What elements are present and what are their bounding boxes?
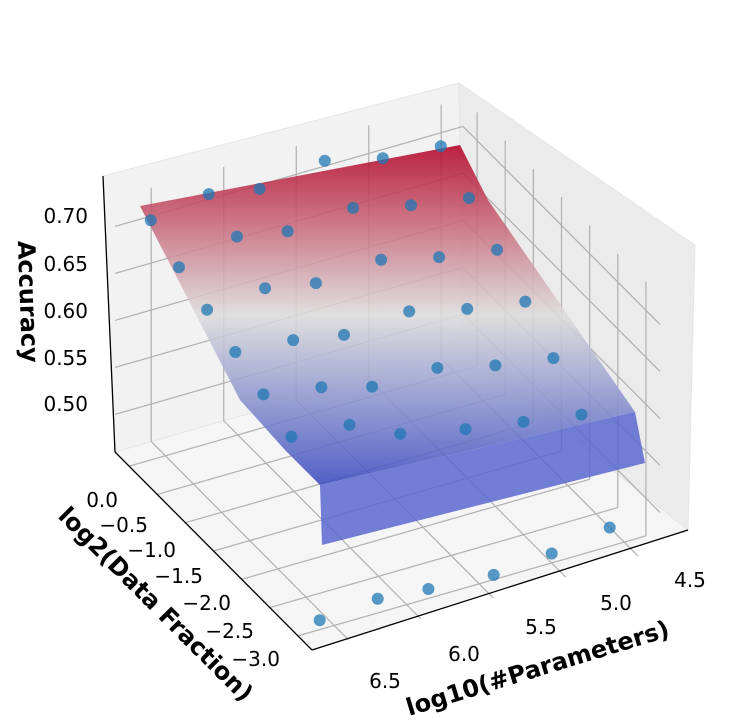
surface-front-band — [320, 412, 645, 545]
x-tick-label: 5.0 — [600, 591, 632, 615]
data-point — [281, 225, 294, 238]
gridline — [462, 125, 661, 325]
z-tick-label: 0.50 — [43, 392, 88, 416]
data-point — [431, 361, 444, 374]
y-tick-label: −0.5 — [99, 513, 148, 537]
data-point — [545, 547, 558, 560]
x-tick-label: 6.5 — [369, 669, 401, 693]
gridline — [269, 506, 618, 609]
data-point — [371, 592, 384, 605]
data-point — [285, 430, 298, 443]
data-point — [287, 334, 300, 347]
z-axis-line — [102, 175, 116, 453]
z-tick-label: 0.70 — [43, 204, 88, 228]
z-tick-label: 0.55 — [43, 346, 88, 370]
data-point — [315, 381, 328, 394]
z-tick-labels: 0.50 0.55 0.60 0.65 0.70 — [43, 204, 88, 416]
data-point — [405, 199, 417, 212]
x-tick-labels: 4.5 5.0 5.5 6.0 6.5 — [369, 568, 706, 693]
data-point — [519, 295, 532, 308]
gridline — [462, 172, 661, 372]
data-point — [463, 192, 475, 204]
data-point — [422, 583, 435, 595]
data-point — [376, 152, 389, 165]
data-points — [144, 140, 616, 627]
y-tick-label: −1.0 — [127, 538, 176, 562]
gridline — [241, 478, 590, 580]
y-tick-labels: 0.0 −0.5 −1.0 −1.5 −2.0 −2.5 −3.0 — [86, 488, 280, 671]
data-point — [201, 303, 214, 316]
data-point — [461, 302, 474, 315]
data-point — [309, 277, 322, 290]
data-point — [202, 188, 215, 201]
y-tick-label: −1.5 — [154, 564, 203, 588]
data-point — [487, 568, 500, 581]
data-point — [459, 423, 472, 436]
data-point — [575, 408, 588, 421]
data-point — [259, 282, 272, 295]
y-tick-label: −2.5 — [205, 619, 254, 643]
data-point — [434, 140, 447, 153]
axis-edges — [102, 175, 689, 651]
data-point — [343, 418, 356, 431]
data-point — [394, 427, 407, 440]
data-point — [547, 352, 560, 365]
x-tick-label: 4.5 — [674, 568, 706, 592]
data-point — [144, 214, 157, 227]
z-tick-label: 0.60 — [43, 299, 88, 323]
data-point — [366, 380, 379, 393]
data-point — [603, 521, 616, 534]
data-point — [403, 305, 416, 318]
data-point — [231, 230, 243, 243]
data-point — [318, 154, 331, 167]
data-point — [375, 253, 388, 266]
z-axis-title: Accuracy — [12, 240, 44, 363]
y-tick-label: 0.0 — [86, 488, 118, 512]
z-tick-label: 0.65 — [43, 252, 88, 276]
data-point — [517, 415, 530, 428]
y-tick-label: −2.0 — [182, 591, 231, 615]
gridline — [297, 535, 647, 637]
x-tick-label: 6.0 — [448, 642, 480, 666]
data-point — [253, 182, 266, 195]
data-point — [489, 359, 502, 372]
data-point — [433, 251, 446, 264]
data-point — [173, 261, 185, 274]
data-point — [229, 346, 242, 358]
data-point — [313, 614, 326, 627]
data-point — [257, 388, 270, 401]
data-point — [491, 243, 504, 256]
y-axis-line — [114, 451, 313, 651]
data-point — [347, 201, 359, 214]
y-tick-label: −3.0 — [231, 647, 280, 671]
data-point — [338, 328, 350, 341]
x-tick-label: 5.5 — [525, 615, 557, 639]
x-axis-line — [311, 529, 689, 651]
